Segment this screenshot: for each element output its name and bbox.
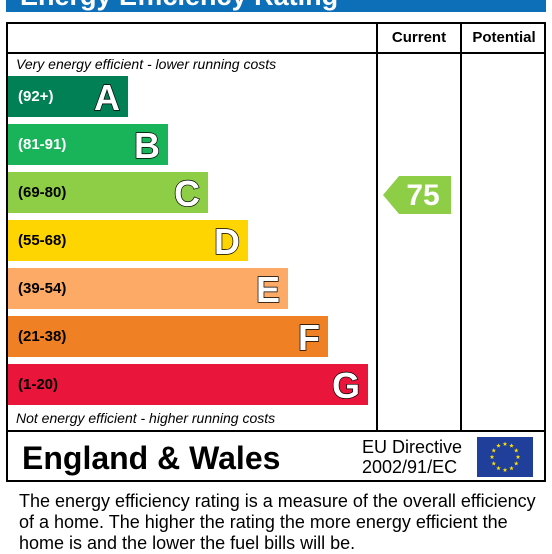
potential-column-header: Potential [472, 29, 536, 46]
band-range-label: (81-91) [18, 136, 67, 153]
directive-line-2: 2002/91/EC [362, 457, 458, 477]
band-letter: B [133, 124, 160, 166]
eu-directive-label: EU Directive 2002/91/EC [362, 437, 462, 477]
chart-title: Energy Efficiency Rating [6, 0, 546, 12]
rating-band-g: (1-20) G [8, 364, 368, 407]
region-label: England & Wales [22, 440, 281, 476]
band-range-label: (92+) [18, 88, 54, 105]
flag-star [491, 448, 497, 453]
band-letter: G [331, 364, 360, 406]
rating-band-b: (81-91) B [8, 124, 168, 167]
flag-star [515, 454, 521, 459]
band-letter: C [173, 172, 200, 214]
footer-divider [6, 430, 546, 432]
band-letter: F [297, 316, 320, 358]
flag-star [509, 465, 514, 471]
flag-star [509, 443, 514, 448]
flag-star [489, 454, 495, 459]
flag-star [491, 461, 497, 466]
rating-table-frame [6, 22, 546, 482]
band-range-label: (1-20) [18, 376, 59, 393]
rating-band-a: (92+) A [8, 76, 128, 119]
rating-band-e: (39-54) E [8, 268, 288, 311]
directive-line-1: EU Directive [362, 437, 463, 457]
band-range-label: (39-54) [18, 280, 67, 297]
current-rating-value: 75 [406, 179, 440, 212]
band-range-label: (69-80) [18, 184, 67, 201]
rating-band-f: (21-38) F [8, 316, 328, 359]
eu-flag-icon [477, 437, 533, 477]
current-column-header: Current [391, 29, 447, 46]
flag-star [513, 461, 519, 466]
flag-star [513, 448, 519, 453]
band-letter: E [255, 268, 280, 310]
header-divider [6, 52, 546, 54]
band-letter: A [93, 76, 120, 118]
efficient-note: Very energy efficient - lower running co… [16, 56, 277, 72]
potential-column-divider [460, 22, 462, 432]
rating-band-c: (69-80) C [8, 172, 208, 215]
rating-description: The energy efficiency rating is a measur… [19, 491, 536, 553]
current-column-divider [376, 22, 378, 432]
band-range-label: (55-68) [18, 232, 67, 249]
flag-star [496, 465, 501, 471]
inefficient-note: Not energy efficient - higher running co… [16, 410, 276, 426]
flag-star [502, 441, 508, 446]
band-range-label: (21-38) [18, 328, 67, 345]
flag-star [502, 467, 508, 472]
current-rating-arrow [383, 176, 451, 214]
rating-band-d: (55-68) D [8, 220, 248, 263]
flag-star [496, 443, 501, 448]
band-letter: D [213, 220, 240, 262]
